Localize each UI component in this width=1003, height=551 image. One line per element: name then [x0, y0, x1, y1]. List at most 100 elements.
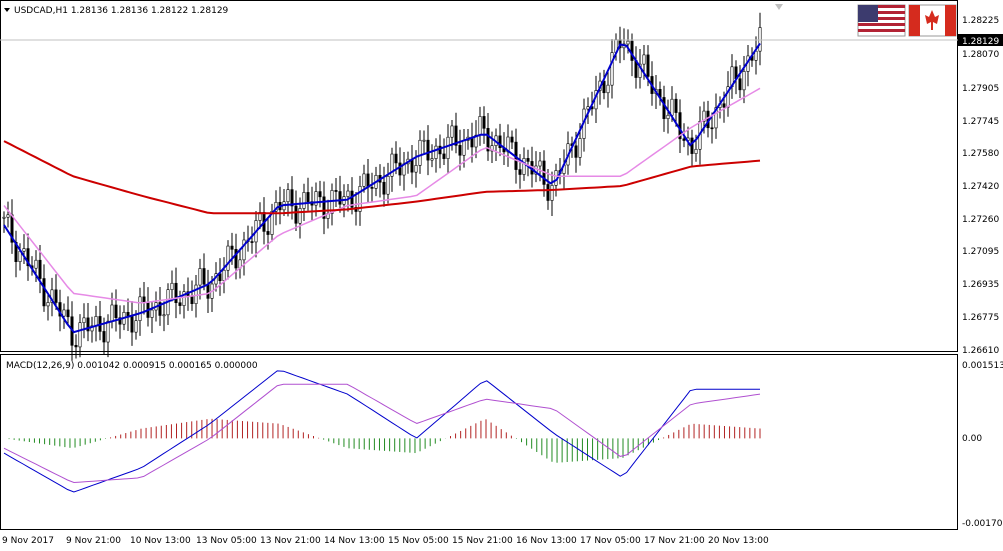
candle-body: [102, 331, 106, 343]
candle-body: [670, 98, 674, 116]
candle-body: [434, 145, 438, 159]
us-flag-icon: [857, 4, 906, 37]
candle-body: [226, 245, 230, 271]
candle-body: [110, 304, 114, 322]
candle-body: [526, 158, 530, 162]
time-tick: 13 Nov 05:00: [196, 536, 257, 546]
candle-body: [82, 317, 86, 323]
candle-body: [358, 186, 362, 212]
candle-body: [138, 296, 142, 321]
candle-body: [114, 304, 118, 319]
candle-body: [682, 138, 686, 141]
time-tick: 20 Nov 13:00: [708, 536, 769, 546]
time-tick: 15 Nov 05:00: [388, 536, 449, 546]
candle-body: [454, 125, 458, 146]
candle-body: [370, 187, 374, 189]
candle-body: [150, 309, 154, 318]
macd-series-layer: [3, 370, 761, 493]
candle-body: [754, 50, 758, 61]
macd-line: [3, 370, 760, 493]
candle-body: [170, 282, 174, 290]
candle-body: [290, 189, 294, 207]
candle-body: [490, 145, 494, 152]
candle-body: [50, 289, 54, 303]
candle-body: [194, 284, 198, 304]
candle-body: [346, 190, 350, 197]
candle-body: [626, 40, 630, 45]
candle-body: [198, 268, 202, 286]
candle-body: [250, 241, 254, 243]
candle-body: [306, 192, 310, 202]
macd-tick: -0.001701: [962, 519, 1003, 529]
symbol-info: USDCAD,H1 1.28136 1.28136 1.28122 1.2812…: [14, 6, 229, 16]
price-tick: 1.27745: [962, 117, 999, 127]
candle-body: [534, 165, 538, 175]
candle-body: [758, 27, 762, 52]
candle-body: [638, 63, 642, 78]
candle-body: [550, 185, 554, 201]
candle-body: [234, 249, 238, 269]
candle-body: [630, 40, 634, 61]
price-tick: 1.27260: [962, 215, 999, 225]
candle-body: [386, 175, 390, 195]
candle-body: [390, 153, 394, 177]
price-axis: 1.28225 1.28070 1.27905 1.27745 1.27580 …: [962, 16, 999, 356]
price-tick: 1.27420: [962, 182, 999, 192]
candle-body: [174, 282, 178, 304]
time-tick: 14 Nov 13:00: [324, 536, 385, 546]
candle-body: [522, 158, 526, 175]
candle-body: [398, 162, 402, 176]
price-tick: 1.27580: [962, 149, 999, 159]
time-tick: 9 Nov 21:00: [66, 536, 121, 546]
time-tick: 17 Nov 05:00: [580, 536, 641, 546]
candle-body: [482, 116, 486, 129]
candle-body: [298, 208, 302, 224]
candle-body: [74, 345, 78, 348]
candle-body: [426, 139, 430, 161]
candle-body: [362, 173, 366, 187]
candle-body: [202, 268, 206, 285]
candle-body: [458, 145, 462, 156]
candle-body: [130, 316, 134, 333]
price-tick: 1.26775: [962, 313, 999, 323]
candle-body: [158, 302, 162, 316]
price-tick: 1.26610: [962, 346, 999, 356]
candle-body: [118, 317, 122, 325]
candle-body: [134, 320, 138, 333]
candle-body: [106, 320, 110, 343]
candle-body: [206, 283, 210, 299]
candle-body: [714, 107, 718, 129]
price-tick: 1.27095: [962, 247, 999, 257]
signal-line: [3, 383, 761, 484]
candle-body: [646, 54, 650, 77]
candle-body: [586, 106, 590, 110]
candle-body: [442, 153, 446, 159]
candle-body: [694, 148, 698, 154]
candle-body: [742, 71, 746, 91]
candle-body: [518, 169, 522, 175]
candle-body: [190, 295, 194, 304]
candle-body: [334, 190, 338, 192]
candle-body: [142, 296, 146, 303]
macd-tick: 0.001513: [962, 361, 1003, 371]
candle-body: [222, 269, 226, 281]
candle-body: [578, 138, 582, 158]
candle-body: [318, 191, 322, 198]
time-axis: 9 Nov 2017 9 Nov 21:00 10 Nov 13:00 13 N…: [2, 536, 769, 546]
dropdown-arrow-icon[interactable]: [4, 8, 10, 12]
canada-flag-icon: [908, 4, 957, 37]
candle-body: [266, 231, 270, 235]
candle-body: [54, 289, 58, 303]
candle-body: [690, 137, 694, 154]
candle-body: [338, 191, 342, 205]
candle-body: [738, 78, 742, 91]
time-tick: 17 Nov 21:00: [644, 536, 705, 546]
candle-body: [430, 158, 434, 161]
candle-body: [450, 125, 454, 138]
candle-body: [510, 136, 514, 143]
candle-body: [322, 196, 326, 219]
slow-ma-line: [3, 140, 761, 215]
candle-body: [474, 134, 478, 148]
price-series-layer: [2, 12, 762, 361]
